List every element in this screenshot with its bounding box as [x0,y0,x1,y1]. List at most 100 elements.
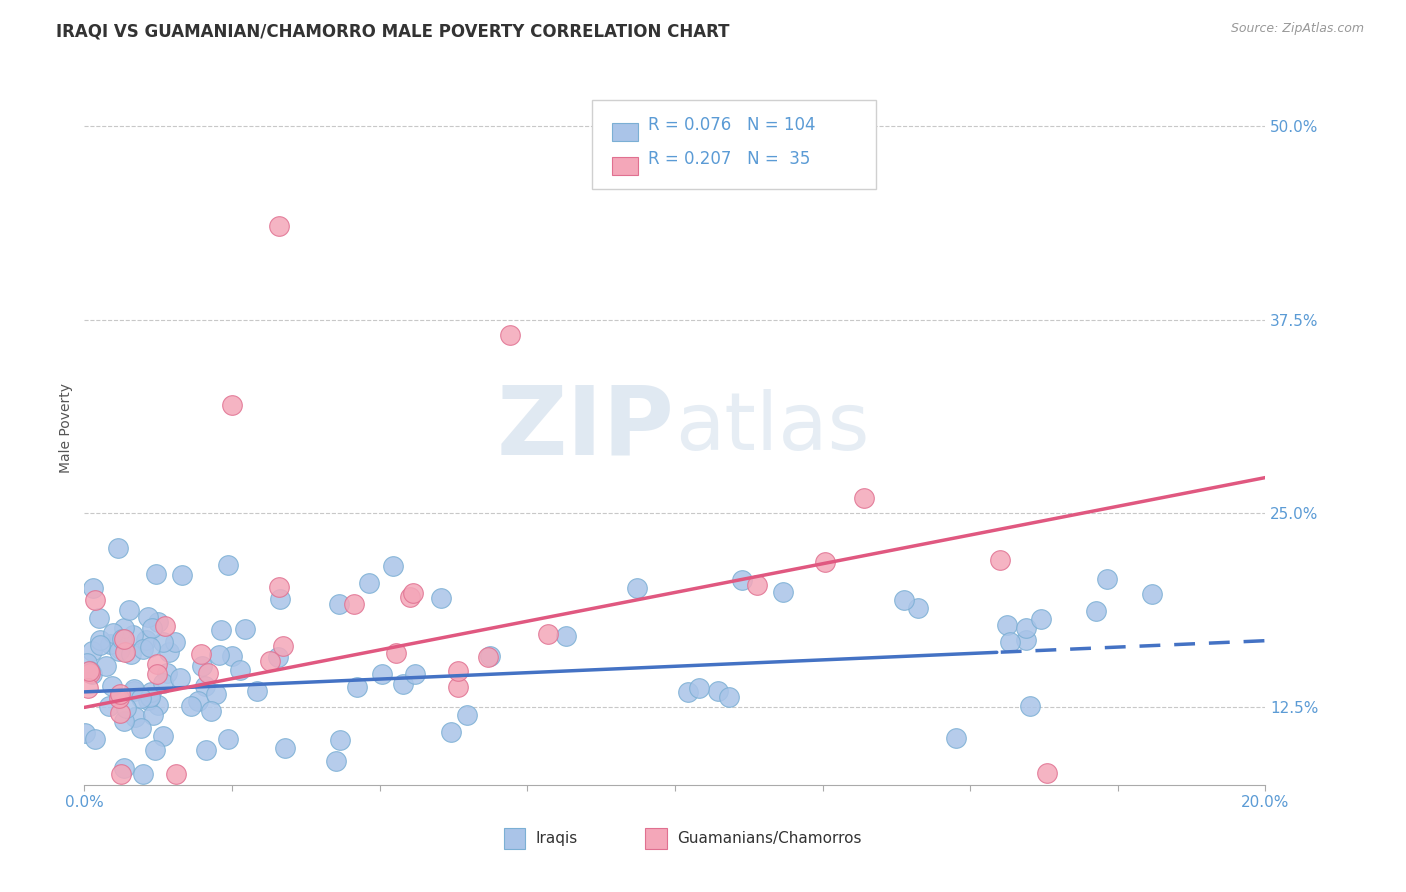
Point [731,573,754,587]
Point [115,701,138,715]
Point [76,656,98,670]
Point [399,591,422,605]
Point [132,642,155,657]
Point [163,634,186,648]
Point [479,649,502,664]
Y-axis label: Male Poverty: Male Poverty [59,384,73,473]
Point [371,667,394,681]
Point [626,581,648,595]
Point [404,667,426,681]
Point [121,628,143,642]
Point [169,672,191,686]
Point [209,623,232,637]
Point [221,398,243,412]
Point [77,665,100,679]
Point [107,541,129,555]
Point [1015,621,1038,635]
Point [98,637,121,651]
Point [346,680,368,694]
Point [271,639,294,653]
Text: atlas: atlas [675,389,869,467]
Point [221,648,243,663]
Point [456,707,478,722]
Point [138,690,160,705]
Point [343,597,366,611]
Point [274,741,297,756]
Point [152,634,174,648]
Point [80,644,103,658]
Point [112,760,135,774]
Point [108,687,131,701]
Point [122,682,145,697]
Point [180,699,202,714]
Point [107,643,129,657]
Text: ZIP: ZIP [496,382,675,475]
Point [110,642,132,657]
Point [118,602,141,616]
Point [998,635,1021,649]
Point [97,698,120,713]
Point [89,633,111,648]
Point [1029,612,1052,626]
FancyBboxPatch shape [612,123,638,141]
Point [152,676,174,690]
Point [233,622,256,636]
Point [537,627,560,641]
Point [148,698,170,713]
Point [945,731,967,745]
Point [76,681,98,695]
Point [381,559,404,574]
Point [141,685,163,699]
Point [136,693,159,707]
Point [429,591,451,606]
Point [440,724,463,739]
Point [772,585,794,599]
Point [269,219,291,234]
Point [1036,765,1059,780]
Point [328,598,350,612]
FancyBboxPatch shape [645,828,666,849]
Point [89,638,111,652]
Point [229,663,252,677]
Point [82,667,104,681]
Point [145,657,167,672]
Text: R = 0.076   N = 104: R = 0.076 N = 104 [648,116,815,134]
Point [988,553,1011,567]
Point [995,618,1018,632]
Point [142,707,165,722]
Point [138,610,160,624]
Point [143,743,166,757]
Point [1142,586,1164,600]
Point [329,733,352,747]
Point [108,706,131,720]
Point [200,705,222,719]
Point [688,681,710,695]
Point [111,632,134,646]
Point [217,731,239,746]
Point [1015,632,1038,647]
Point [157,645,180,659]
Point [155,665,177,680]
Point [893,592,915,607]
Point [120,648,142,662]
Point [191,658,214,673]
FancyBboxPatch shape [503,828,524,849]
Point [94,659,117,673]
Point [208,648,231,662]
Point [217,558,239,572]
Point [197,666,219,681]
Point [852,491,875,505]
Point [325,754,347,768]
Point [135,632,157,647]
Text: Guamanians/Chamorros: Guamanians/Chamorros [678,831,862,846]
Point [477,650,499,665]
Text: Source: ZipAtlas.com: Source: ZipAtlas.com [1230,22,1364,36]
Point [357,576,380,591]
Point [195,743,218,757]
Point [124,709,146,723]
Point [259,654,281,668]
Point [112,632,135,647]
Point [204,688,226,702]
Point [131,691,153,706]
Point [101,625,124,640]
